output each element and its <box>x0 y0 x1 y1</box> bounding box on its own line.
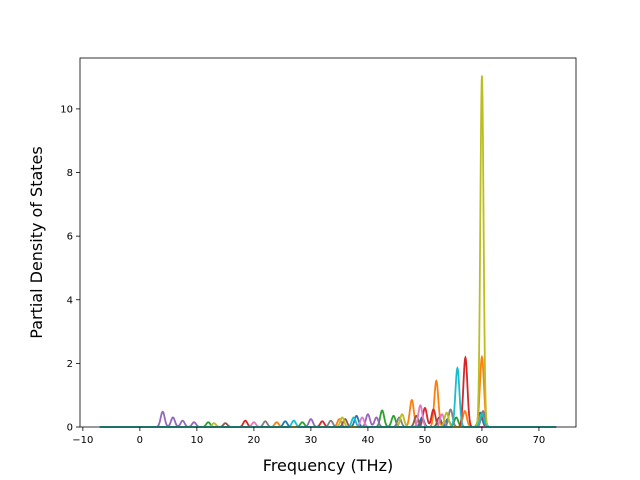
x-tick-label: 20 <box>248 435 261 446</box>
x-tick-label: 70 <box>533 435 546 446</box>
x-axis-ticks: −10 0 10 20 30 40 50 60 70 <box>72 427 545 446</box>
y-tick-label: 2 <box>67 359 73 370</box>
x-tick-label: −10 <box>72 435 93 446</box>
x-axis-label: Frequency (THz) <box>263 456 393 475</box>
y-axis-ticks: 0 2 4 6 8 10 <box>60 104 80 434</box>
plot-series-group <box>99 75 557 428</box>
series-line-4 <box>99 355 557 428</box>
series-line-10 <box>99 366 557 428</box>
x-tick-label: 40 <box>362 435 375 446</box>
y-tick-label: 0 <box>67 423 73 434</box>
y-axis-label: Partial Density of States <box>27 146 46 338</box>
axes-frame <box>79 57 577 428</box>
y-tick-label: 4 <box>67 295 73 306</box>
x-tick-label: 0 <box>137 435 143 446</box>
series-line-2 <box>99 354 557 428</box>
x-tick-label: 10 <box>191 435 204 446</box>
y-tick-label: 6 <box>67 232 73 243</box>
x-tick-label: 30 <box>305 435 318 446</box>
x-tick-label: 60 <box>476 435 489 446</box>
series-line-9 <box>99 75 557 428</box>
x-tick-label: 50 <box>419 435 432 446</box>
y-tick-label: 8 <box>67 168 73 179</box>
y-tick-label: 10 <box>60 104 73 115</box>
